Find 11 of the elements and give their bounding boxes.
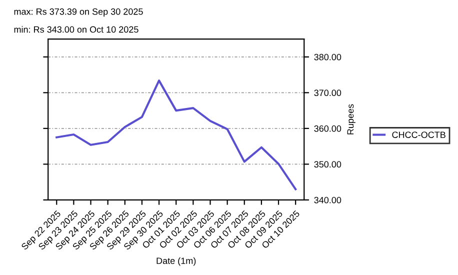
text: max: Rs 373.39 on Sep 30 2025	[14, 8, 143, 17]
y-tick-label: 340.00	[314, 196, 342, 204]
y-axis-title: Rupees	[347, 104, 356, 134]
y-tick-label: 360.00	[314, 125, 342, 132]
legend-label: CHCC-OCTB	[392, 132, 446, 138]
y-tick-label: 370.00	[314, 90, 342, 96]
y-tick-label: 380.00	[314, 54, 342, 60]
line-series	[56, 80, 297, 190]
x-axis-title: Date (1m)	[156, 257, 196, 266]
y-tick-label: 350.00	[314, 161, 342, 168]
text: min: Rs 343.00 on Oct 10 2025	[14, 26, 138, 33]
